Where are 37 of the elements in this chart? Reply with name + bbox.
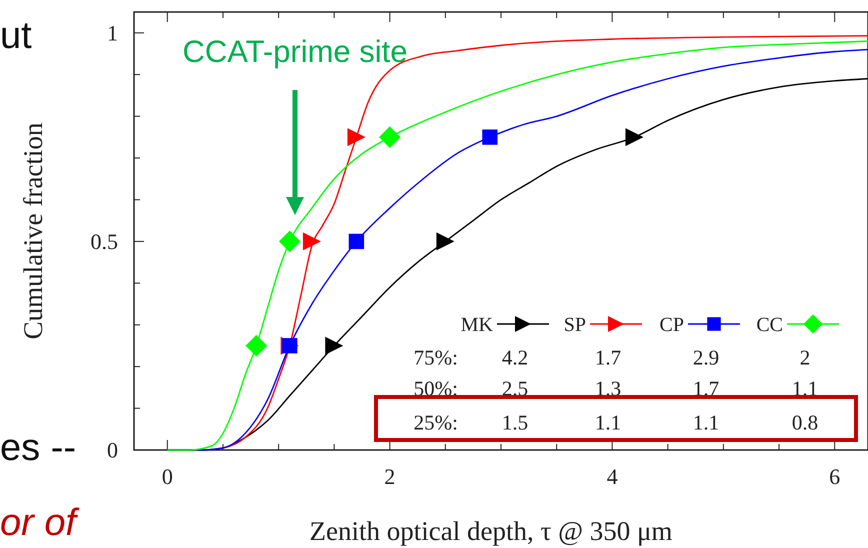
y-tick-label: 0.5 <box>90 229 118 254</box>
annotation: 25%: <box>414 410 458 434</box>
annotation: 1.7 <box>594 345 622 370</box>
text: or of <box>0 502 80 544</box>
point <box>246 334 268 357</box>
text: ut <box>0 15 32 57</box>
point <box>278 230 300 252</box>
annotation: 75%: <box>414 345 458 370</box>
point <box>378 126 401 148</box>
legend-label: MK <box>460 314 494 336</box>
x-axis-title: Zenith optical depth, τ @ 350 μm <box>310 516 672 546</box>
point <box>625 128 644 146</box>
y-axis-title: Cumulative fraction <box>18 122 48 340</box>
legend-label: SP <box>564 314 586 336</box>
annotation: 1.1 <box>692 410 720 434</box>
legend-label: CC <box>756 314 783 336</box>
y-tick-label: 0 <box>107 438 118 463</box>
annotation: 0.8 <box>792 410 818 434</box>
y-tick-label: 1 <box>107 20 118 46</box>
legend-label: CP <box>660 314 684 336</box>
x-tick-label: 6 <box>829 464 840 489</box>
annotation: 1.5 <box>502 410 528 434</box>
x-tick-label: 2 <box>384 464 396 489</box>
point <box>347 128 366 146</box>
point <box>348 234 364 250</box>
annotation: 2.9 <box>692 345 720 370</box>
x-tick-label: 4 <box>606 464 618 489</box>
x-tick-label: 0 <box>162 464 173 489</box>
annotation: 4.2 <box>502 345 528 370</box>
point <box>325 336 344 355</box>
annotation: 1.1 <box>594 410 622 434</box>
point <box>436 232 454 250</box>
point <box>302 232 321 250</box>
annotation: CCAT-prime site <box>182 34 408 69</box>
text: es -- <box>0 427 76 469</box>
point <box>482 129 498 145</box>
annotation: 2 <box>800 345 810 370</box>
